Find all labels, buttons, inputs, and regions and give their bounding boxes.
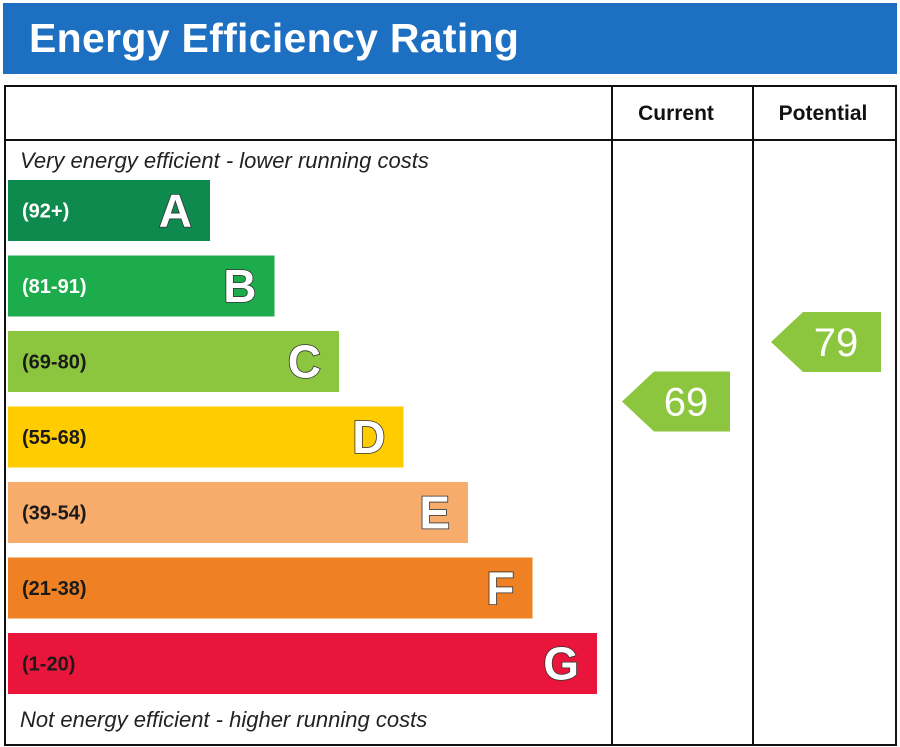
band-a-range: (92+) xyxy=(22,201,69,223)
current-rating: 69 xyxy=(622,371,730,432)
band-f-bar xyxy=(8,557,533,619)
band-e-letter: E xyxy=(419,487,450,539)
title-bar: Energy Efficiency Rating xyxy=(3,3,897,74)
potential-rating-value: 79 xyxy=(814,321,859,365)
band-d: (55-68) D xyxy=(8,406,404,468)
rating-scores: 69 79 xyxy=(622,311,881,432)
band-f-range: (21-38) xyxy=(22,578,86,600)
band-a: (92+) A xyxy=(8,180,210,241)
band-g-bar xyxy=(8,633,597,694)
band-a-bar xyxy=(8,180,210,241)
column-header-current: Current xyxy=(638,102,714,125)
band-c-range: (69-80) xyxy=(22,352,86,374)
band-b-range: (81-91) xyxy=(22,276,86,298)
column-header-potential: Potential xyxy=(779,102,868,125)
band-e-bar xyxy=(8,482,468,543)
bottom-note: Not energy efficient - higher running co… xyxy=(20,707,427,732)
band-f-letter: F xyxy=(486,562,514,614)
band-d-letter: D xyxy=(352,411,385,463)
band-g: (1-20) G xyxy=(8,633,597,694)
band-a-letter: A xyxy=(159,185,192,237)
band-g-range: (1-20) xyxy=(22,654,75,676)
band-c-letter: C xyxy=(288,336,321,388)
band-c: (69-80) C xyxy=(8,331,339,392)
band-d-range: (55-68) xyxy=(22,427,86,449)
band-b-bar xyxy=(8,255,275,317)
band-g-letter: G xyxy=(543,638,579,690)
band-d-bar xyxy=(8,406,404,468)
band-b-letter: B xyxy=(223,260,256,312)
current-rating-value: 69 xyxy=(664,381,709,425)
band-e-range: (39-54) xyxy=(22,503,86,525)
top-note: Very energy efficient - lower running co… xyxy=(20,148,429,173)
band-b: (81-91) B xyxy=(8,255,275,317)
potential-rating: 79 xyxy=(771,311,881,372)
chart-frame xyxy=(4,85,897,746)
band-c-bar xyxy=(8,331,339,392)
rating-bands: (92+) A (81-91) B (69-80) C (55-68) D (39-54) E (2… xyxy=(8,180,597,694)
current-rating-arrow xyxy=(622,371,730,432)
potential-rating-arrow xyxy=(771,311,881,372)
band-f: (21-38) F xyxy=(8,557,533,619)
band-e: (39-54) E xyxy=(8,482,468,543)
chart-title: Energy Efficiency Rating xyxy=(29,15,520,61)
